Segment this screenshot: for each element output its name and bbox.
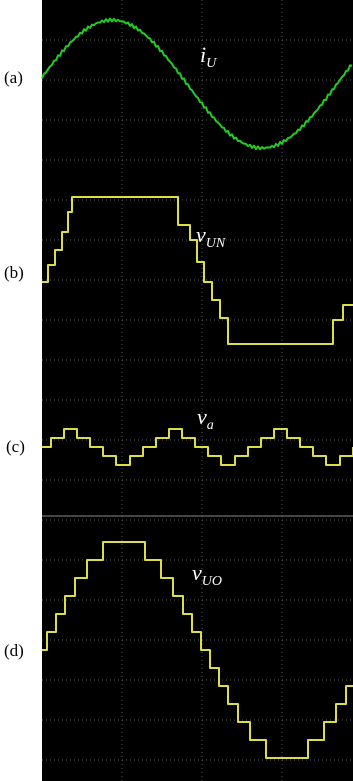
trace-subscript: U	[206, 56, 217, 71]
trace-subscript: a	[207, 418, 214, 433]
panel-label: (d)	[4, 641, 24, 660]
panel-label: (c)	[6, 437, 25, 456]
figure: (a) (b) (c) (d) iU vUN va vUO	[0, 0, 353, 781]
page: (a) (b) (c) (d) iU vUN va vUO (() => { c…	[0, 0, 353, 781]
scope-screen	[42, 0, 353, 781]
trace-symbol: v	[192, 560, 202, 585]
trace-symbol: v	[197, 404, 207, 429]
trace-subscript: UN	[206, 236, 226, 251]
panel-label: (b)	[4, 263, 24, 282]
trace-symbol: v	[196, 222, 206, 247]
trace-subscript: UO	[202, 574, 222, 589]
panel-label: (a)	[4, 68, 23, 87]
